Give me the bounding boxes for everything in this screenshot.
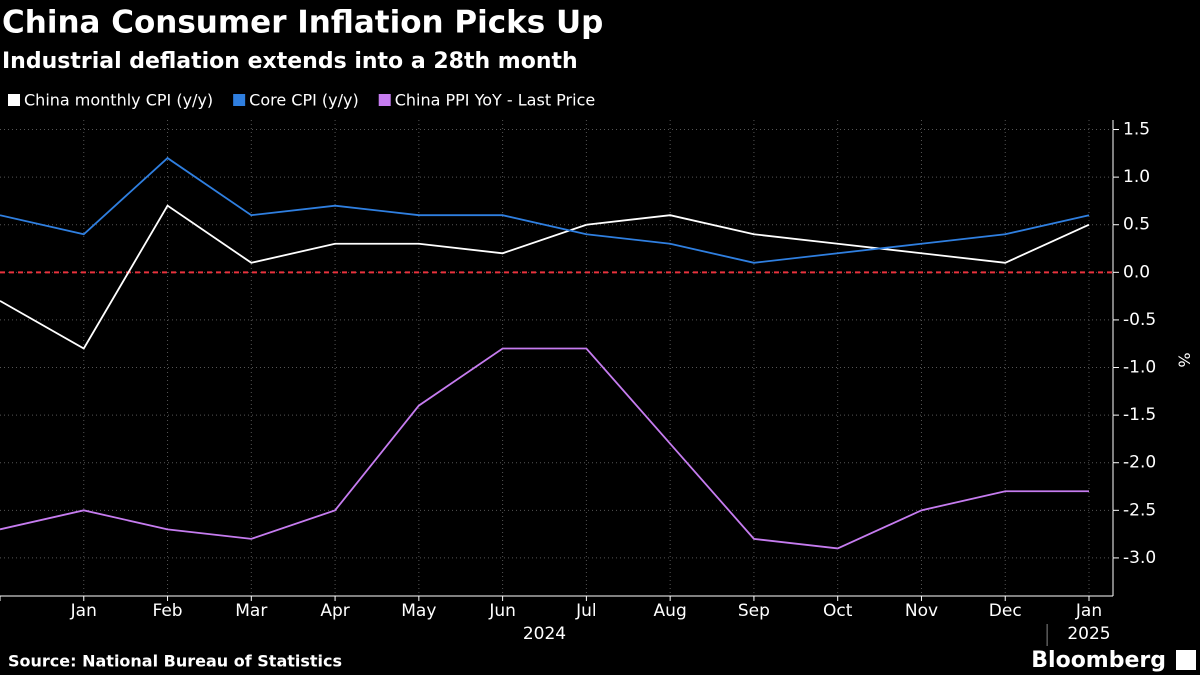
legend-label: Core CPI (y/y): [249, 91, 359, 110]
y-tick-label: 1.5: [1123, 120, 1150, 140]
chart-subtitle: Industrial deflation extends into a 28th…: [2, 49, 578, 74]
series-line: [0, 156, 1090, 264]
y-tick-label: 1.0: [1123, 167, 1150, 187]
x-tick-label: Nov: [905, 601, 938, 621]
y-tick-label: -1.5: [1123, 405, 1156, 425]
legend-swatch: [8, 94, 20, 106]
x-tick-label: Sep: [738, 601, 770, 621]
series-line: [0, 204, 1090, 350]
y-tick-label: -2.0: [1123, 453, 1156, 473]
brand: Bloomberg: [1031, 648, 1166, 673]
chart-title: China Consumer Inflation Picks Up: [2, 5, 603, 41]
x-tick-label: Jan: [1075, 601, 1102, 621]
x-tick-label: Oct: [823, 601, 853, 621]
x-tick-label: Jan: [70, 601, 97, 621]
brand-icon: [1176, 650, 1196, 670]
y-tick-label: -3.0: [1123, 548, 1156, 568]
x-tick-label: Jul: [575, 601, 597, 621]
x-tick-label: Aug: [654, 601, 687, 621]
y-tick-label: -1.0: [1123, 358, 1156, 378]
x-tick-label: May: [401, 601, 436, 621]
y-axis-label: %: [1175, 352, 1194, 367]
source: Source: National Bureau of Statistics: [8, 652, 342, 671]
legend-label: China PPI YoY - Last Price: [395, 91, 596, 110]
x-tick-label: Feb: [152, 601, 182, 621]
y-tick-label: -2.5: [1123, 500, 1156, 520]
y-tick-label: 0.5: [1123, 215, 1150, 235]
y-tick-label: -0.5: [1123, 310, 1156, 330]
x-group-label: 2024: [523, 624, 566, 644]
x-tick-label: Dec: [989, 601, 1022, 621]
y-tick-label: 0.0: [1123, 262, 1150, 282]
series-line: [0, 347, 1089, 550]
x-tick-label: Apr: [320, 601, 349, 621]
legend-swatch: [233, 94, 246, 106]
x-tick-label: Jun: [488, 601, 516, 621]
x-group-label: 2025: [1067, 624, 1110, 644]
legend-swatch: [378, 94, 391, 106]
x-tick-label: Mar: [235, 601, 267, 621]
legend-label: China monthly CPI (y/y): [24, 91, 213, 110]
